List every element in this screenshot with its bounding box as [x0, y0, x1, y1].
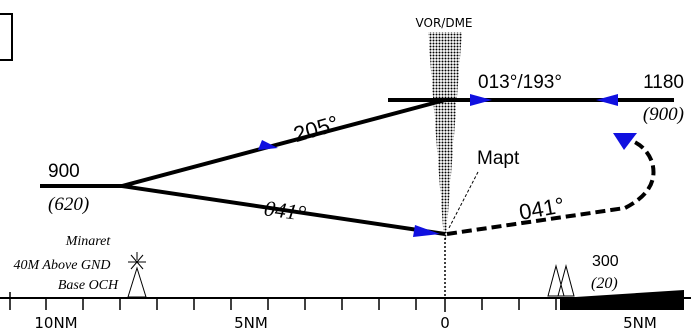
terrain-block	[560, 290, 684, 310]
leg-041-lower-arrow	[413, 225, 440, 237]
leg-205-course: 205°	[291, 111, 342, 148]
leg-205-arrow	[258, 140, 278, 150]
scale-label-zero: 0	[440, 314, 450, 332]
scale-label-10nm: 10NM	[34, 314, 77, 332]
scale-label-5nm-left: 5NM	[234, 314, 268, 332]
right-obstacle-icon	[547, 264, 575, 297]
right-obstacle-height: (20)	[591, 275, 618, 292]
right-obstacle-altitude: 300	[592, 253, 619, 270]
right-fix-height: (900)	[643, 104, 684, 125]
leg-205	[121, 98, 446, 188]
missed-approach-arrow	[613, 133, 637, 150]
holding-courses: 013°/193°	[478, 72, 562, 93]
mapt-pointer	[448, 171, 479, 229]
holding-arrow-west	[596, 94, 618, 106]
right-fix-altitude: 1180	[643, 72, 684, 93]
left-fix-altitude: 900	[48, 161, 80, 182]
mapt-label: Mapt	[477, 148, 520, 169]
navaid-label: VOR/DME	[416, 16, 473, 30]
missed-approach-path	[446, 138, 656, 236]
leg-041-lower	[121, 184, 446, 236]
minaret-line3: Base OCH	[58, 278, 119, 293]
scale-ticks	[9, 292, 557, 312]
leg-041-lower-course: 041°	[263, 195, 308, 226]
left-fix-height: (620)	[48, 194, 89, 215]
minaret-obstacle-icon	[127, 252, 147, 298]
corner-frame	[0, 13, 13, 61]
vor-dme-cone	[428, 32, 462, 240]
holding-arrow-east	[470, 94, 492, 106]
minaret-line2: 40M Above GND	[14, 258, 111, 273]
minaret-line1: Minaret	[65, 234, 112, 249]
scale-label-5nm-right: 5NM	[623, 314, 657, 332]
leg-missed-course: 041°	[517, 192, 566, 225]
